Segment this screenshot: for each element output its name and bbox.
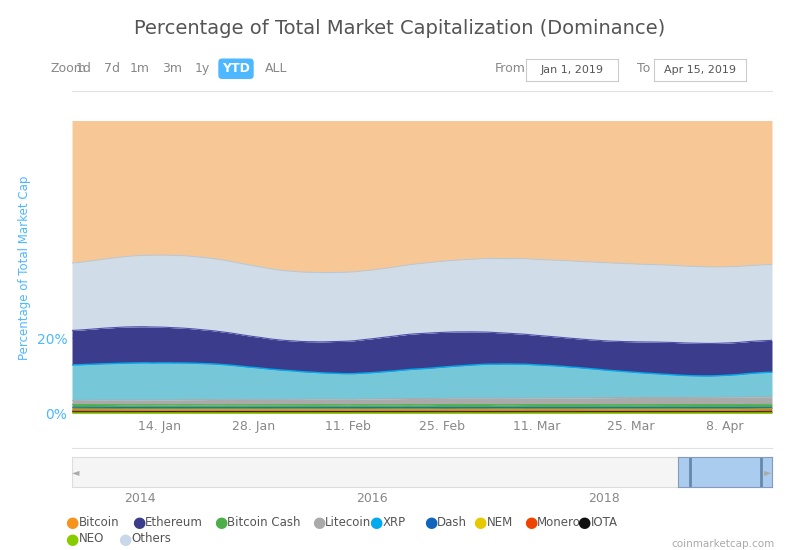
Text: ●: ● xyxy=(578,515,591,530)
Text: ●: ● xyxy=(370,515,383,530)
Text: Percentage of Total Market Capitalization (Dominance): Percentage of Total Market Capitalizatio… xyxy=(134,19,666,39)
Text: Bitcoin: Bitcoin xyxy=(78,516,119,529)
Text: Litecoin: Litecoin xyxy=(325,516,371,529)
Text: YTD: YTD xyxy=(222,62,250,75)
Text: NEO: NEO xyxy=(78,532,104,546)
Text: Zoom: Zoom xyxy=(50,62,86,75)
Text: ◄: ◄ xyxy=(72,467,80,477)
Text: Jan 1, 2019: Jan 1, 2019 xyxy=(541,65,604,75)
Text: IOTA: IOTA xyxy=(590,516,618,529)
Text: ●: ● xyxy=(66,515,79,530)
Text: XRP: XRP xyxy=(382,516,406,529)
Text: NEM: NEM xyxy=(486,516,513,529)
Text: Dash: Dash xyxy=(437,516,467,529)
Text: 1d: 1d xyxy=(76,62,92,75)
Text: Apr 15, 2019: Apr 15, 2019 xyxy=(664,65,736,75)
Text: Bitcoin Cash: Bitcoin Cash xyxy=(227,516,301,529)
Text: ►: ► xyxy=(764,467,772,477)
Text: Monero: Monero xyxy=(537,516,581,529)
Text: ●: ● xyxy=(66,531,79,547)
Text: 7d: 7d xyxy=(104,62,120,75)
Text: ●: ● xyxy=(214,515,228,530)
Text: Ethereum: Ethereum xyxy=(145,516,202,529)
Text: ●: ● xyxy=(118,531,132,547)
Text: ●: ● xyxy=(474,515,487,530)
Text: To: To xyxy=(637,62,650,75)
Text: coinmarketcap.com: coinmarketcap.com xyxy=(671,539,774,549)
Y-axis label: Percentage of Total Market Cap: Percentage of Total Market Cap xyxy=(18,176,31,360)
Text: ●: ● xyxy=(524,515,538,530)
Text: 3m: 3m xyxy=(162,62,182,75)
Text: Others: Others xyxy=(131,532,171,546)
Text: From: From xyxy=(494,62,526,75)
Text: 1y: 1y xyxy=(194,62,210,75)
Text: ALL: ALL xyxy=(265,62,287,75)
Text: 1m: 1m xyxy=(130,62,150,75)
Text: 2016: 2016 xyxy=(356,492,388,504)
Text: ●: ● xyxy=(312,515,326,530)
Text: 2018: 2018 xyxy=(588,492,620,504)
Text: 2014: 2014 xyxy=(124,492,156,504)
Text: ●: ● xyxy=(424,515,438,530)
Text: ●: ● xyxy=(132,515,146,530)
